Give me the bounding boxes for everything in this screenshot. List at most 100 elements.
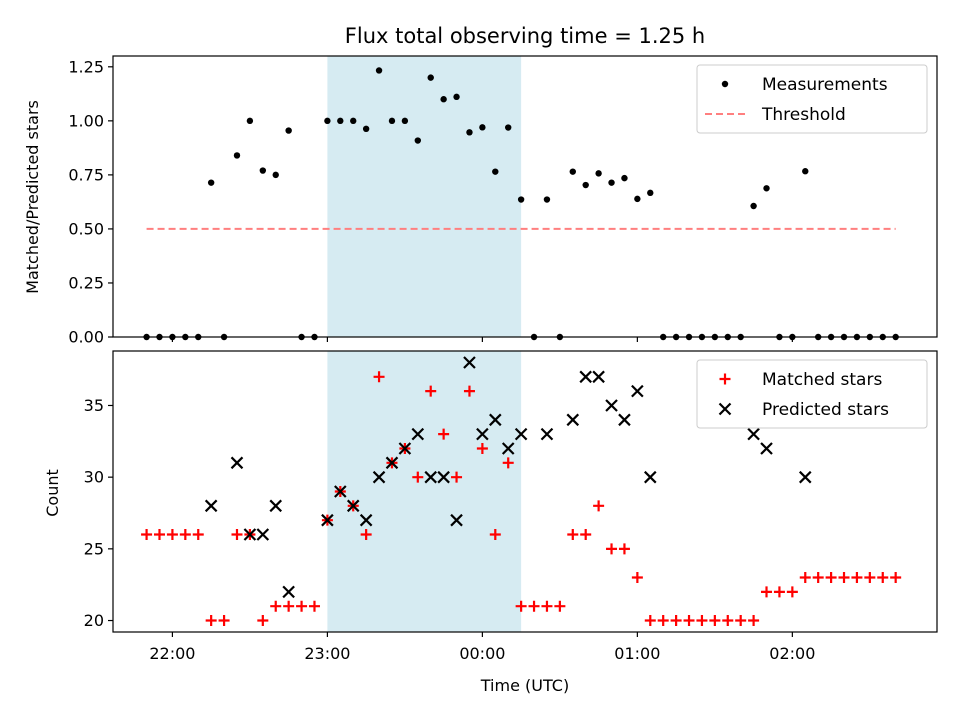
top-y-tick-label: 0.50	[68, 219, 104, 238]
bottom-matched-stars-point	[593, 500, 605, 512]
bottom-predicted-stars-point	[644, 470, 657, 484]
bottom-matched-stars-point	[722, 615, 734, 627]
bottom-matched-stars-point	[735, 615, 747, 627]
bottom-predicted-stars-point	[243, 528, 257, 541]
top-measurements-point	[608, 179, 615, 186]
bottom-legend-label: Predicted stars	[762, 400, 889, 420]
top-measurements-point	[259, 167, 267, 174]
bottom-predicted-stars-point	[618, 413, 631, 427]
bottom-predicted-stars-point	[437, 470, 450, 484]
bottom-predicted-stars-point	[760, 442, 773, 455]
bottom-matched-stars-point	[283, 600, 295, 612]
bottom-matched-stars-point	[890, 572, 902, 584]
bottom-predicted-stars-point	[398, 442, 412, 455]
bottom-matched-stars-point	[670, 615, 682, 627]
bottom-matched-stars-point	[644, 615, 656, 627]
bottom-matched-stars-point	[296, 600, 308, 612]
top-y-tick-label: 1.25	[68, 57, 104, 76]
bottom-plot-area: 20 25 30 35 22:00 23:00 00:00 01:00 02:00 Matched…	[84, 350, 938, 663]
top-measurements-point	[763, 185, 770, 192]
bottom-matched-stars-point	[618, 543, 630, 555]
bottom-matched-stars-point	[567, 529, 579, 541]
bottom-predicted-stars-point	[514, 427, 528, 441]
bottom-panel: Count Time (UTC) 20 25 30 35 22:00 23:00 00:00…	[43, 350, 938, 695]
bottom-predicted-stars-point	[346, 499, 360, 513]
bottom-matched-stars-point	[476, 442, 488, 454]
top-measurements-point	[569, 168, 576, 175]
bottom-predicted-stars-point	[463, 356, 476, 369]
bottom-predicted-stars-point	[540, 427, 554, 441]
bottom-predicted-stars-point	[605, 399, 618, 412]
top-axes-frame	[112, 55, 938, 338]
top-measurements-point	[802, 168, 809, 175]
bottom-matched-stars-point	[231, 529, 243, 541]
bottom-legend-x-icon	[718, 402, 732, 416]
bottom-matched-stars-point	[838, 572, 850, 584]
bottom-legend-plus-icon	[719, 373, 731, 385]
bottom-predicted-stars-point	[372, 470, 386, 484]
top-y-tick-label: 0.75	[68, 165, 104, 184]
bottom-matched-stars-point	[657, 615, 669, 627]
bottom-matched-stars-point	[489, 529, 501, 541]
top-y-tick-label: 0.25	[68, 273, 104, 292]
bottom-matched-stars-point	[463, 385, 475, 397]
top-measurements-point	[207, 179, 215, 186]
bottom-matched-stars-point	[141, 529, 153, 541]
bottom-predicted-stars-point	[450, 513, 463, 527]
bottom-matched-stars-point	[773, 586, 785, 598]
bottom-matched-stars-point	[373, 371, 385, 383]
top-measurements-point	[621, 174, 628, 182]
bottom-matched-stars-point	[799, 572, 811, 584]
bottom-predicted-stars-point	[631, 384, 644, 398]
bottom-predicted-stars-point	[798, 470, 812, 484]
top-measurements-point	[505, 124, 512, 131]
bottom-matched-stars-point	[192, 529, 204, 541]
top-measurements-point	[453, 93, 460, 101]
top-measurements-point	[479, 124, 486, 131]
top-plot-area: 0.00 0.25 0.50 0.75 1.00 1.25 Measurements Thre…	[68, 55, 938, 347]
bottom-predicted-stars-point	[204, 499, 218, 513]
bottom-matched-stars-point	[696, 615, 708, 627]
top-measurements-point	[285, 127, 292, 134]
top-legend-dot-icon	[721, 80, 729, 88]
bottom-matched-stars-point	[438, 428, 450, 440]
top-measurements-point	[362, 125, 370, 133]
bottom-predicted-stars-point	[269, 499, 283, 513]
bottom-panel-x-axis-label: Time (UTC)	[480, 676, 569, 695]
top-measurements-point	[543, 196, 551, 203]
top-measurements-point	[401, 117, 409, 125]
bottom-matched-stars-point	[308, 600, 320, 612]
bottom-matched-stars-point	[786, 586, 798, 598]
bottom-matched-stars-point	[425, 385, 437, 397]
bottom-predicted-stars-point	[566, 413, 580, 427]
bottom-predicted-stars-point	[501, 442, 515, 455]
bottom-matched-stars-point	[877, 572, 889, 584]
bottom-y-tick-label: 20	[84, 611, 104, 630]
top-y-tick-label: 1.00	[68, 111, 104, 130]
bottom-matched-stars-point	[166, 529, 178, 541]
bottom-panel-y-axis-label: Count	[43, 469, 62, 517]
bottom-x-tick-label: 22:00	[149, 644, 195, 663]
top-measurements-point	[427, 74, 434, 81]
bottom-predicted-stars-point	[282, 585, 295, 599]
top-panel-title: Flux total observing time = 1.25 h	[345, 24, 705, 48]
top-measurements-point	[414, 137, 422, 144]
bottom-matched-stars-point	[270, 600, 282, 612]
bottom-axes-frame	[112, 350, 938, 633]
bottom-x-tick-label: 01:00	[614, 644, 660, 663]
bottom-matched-stars-point	[709, 615, 721, 627]
bottom-matched-stars-point	[153, 529, 165, 541]
bottom-matched-stars-point	[218, 615, 230, 627]
top-measurements-point	[492, 168, 499, 175]
bottom-predicted-stars-point	[592, 370, 605, 384]
top-measurements-point	[246, 117, 254, 125]
top-measurements-point	[337, 117, 344, 125]
bottom-y-tick-label: 30	[84, 468, 104, 487]
bottom-y-tick-label: 25	[84, 539, 104, 558]
bottom-matched-stars-point	[748, 615, 760, 627]
top-measurements-point	[272, 171, 279, 179]
bottom-shaded-interval	[327, 351, 522, 632]
bottom-matched-stars-point	[631, 572, 643, 584]
top-shaded-interval	[327, 56, 522, 337]
